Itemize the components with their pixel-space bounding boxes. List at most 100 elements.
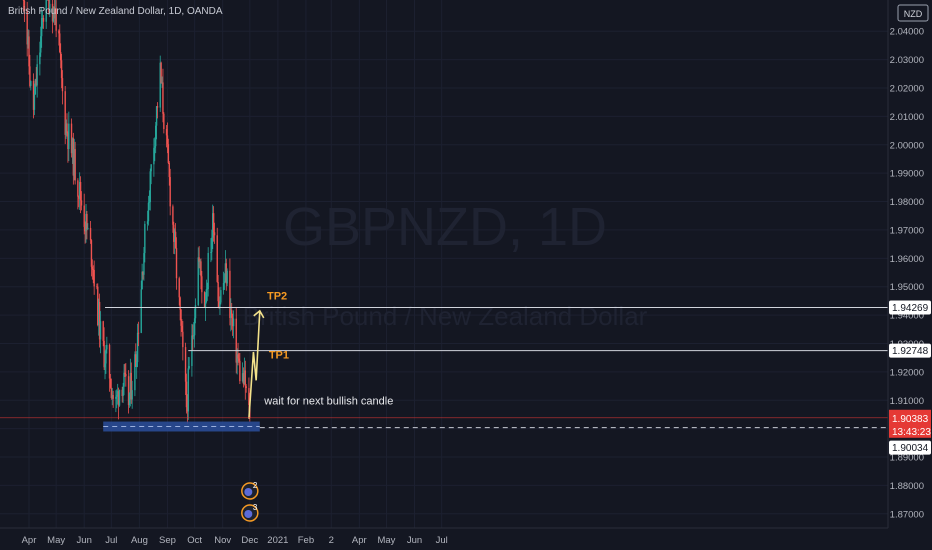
candle-body xyxy=(60,60,63,79)
candle-body xyxy=(97,286,99,326)
candle-body xyxy=(186,407,189,412)
candle-body xyxy=(198,257,200,262)
candle-body xyxy=(83,205,85,227)
candle-body xyxy=(36,64,38,86)
candle-body xyxy=(235,318,237,363)
tp1-label: TP1 xyxy=(269,350,289,362)
candle-body xyxy=(102,321,104,341)
candle-body xyxy=(104,363,106,368)
candle-body xyxy=(30,81,32,86)
time-axis[interactable]: Apr May Jun Jul Aug Sep Oct Nov Dec 2021 Feb 2 Apr Ma… xyxy=(22,535,448,546)
candle-body xyxy=(92,268,94,270)
last-price-label: 1.90383 xyxy=(892,414,929,425)
time-tick-label: Sep xyxy=(159,535,176,546)
time-tick-label: Jun xyxy=(407,535,422,546)
candle-body xyxy=(72,138,75,176)
candle-body xyxy=(232,318,235,327)
event-marker[interactable]: 3 xyxy=(241,503,259,522)
candle-body xyxy=(84,226,86,232)
arrow-head xyxy=(253,309,265,319)
price-tick-label: 2.03000 xyxy=(890,55,924,66)
candle-body xyxy=(245,386,247,389)
candle-body xyxy=(66,123,68,133)
candle-body xyxy=(146,221,149,224)
candle-body xyxy=(78,196,80,199)
event-count: 2 xyxy=(253,481,258,490)
candle-body xyxy=(149,171,151,203)
drawings[interactable]: TP2 TP1 wait for next bullish candle xyxy=(103,290,888,432)
candle-body xyxy=(166,135,169,145)
candle-body xyxy=(238,358,240,361)
candle-body xyxy=(54,8,56,19)
price-tick-label: 1.98000 xyxy=(890,197,924,208)
candle-body xyxy=(34,79,37,95)
candle-body xyxy=(59,51,62,61)
price-tick-label: 1.92000 xyxy=(890,367,924,378)
time-tick-label: Nov xyxy=(214,535,231,546)
candle-body xyxy=(128,392,131,406)
watermark-description: British Pound / New Zealand Dollar xyxy=(243,301,648,331)
event-marker[interactable]: 2 xyxy=(241,481,259,500)
candle-body xyxy=(97,301,100,326)
candle-body xyxy=(129,372,132,393)
candle-body xyxy=(118,389,121,406)
candle-body xyxy=(39,52,41,65)
candle-body xyxy=(117,391,120,406)
crosshair-price-tag: 1.90034 xyxy=(889,440,931,455)
support-zone[interactable] xyxy=(103,421,260,432)
time-tick-label: Jun xyxy=(77,535,92,546)
candle-body xyxy=(48,0,50,13)
candle-body xyxy=(180,309,182,326)
time-tick-label: Aug xyxy=(131,535,148,546)
candle-body xyxy=(144,223,146,254)
tp1-price-tag: 1.92748 xyxy=(889,343,931,358)
candle-body xyxy=(130,372,132,400)
candle-body xyxy=(248,388,250,405)
candle-body xyxy=(200,261,202,277)
candle-body xyxy=(175,248,178,279)
candle-body xyxy=(212,213,214,238)
price-tick-label: 1.89000 xyxy=(890,453,924,464)
candle-body xyxy=(244,370,246,387)
grid xyxy=(0,0,888,528)
symbol-watermark: GBPNZD, 1D British Pound / New Zealand D… xyxy=(243,197,648,331)
candle-body xyxy=(59,33,61,52)
candle-body xyxy=(98,301,101,340)
candle-body xyxy=(219,302,221,308)
candle-body xyxy=(147,202,150,222)
candle-body xyxy=(90,240,93,267)
events[interactable]: 23 xyxy=(241,481,259,522)
candle-body xyxy=(23,0,26,11)
candle-body xyxy=(201,276,203,293)
candle-body xyxy=(207,252,209,290)
candle-body xyxy=(53,6,56,19)
projection-arrow[interactable] xyxy=(248,310,261,419)
candle-body xyxy=(71,138,74,154)
candle-body xyxy=(33,94,36,110)
symbol-legend[interactable]: British Pound / New Zealand Dollar, 1D, … xyxy=(8,6,223,17)
candle-body xyxy=(210,251,212,253)
candle-body xyxy=(116,394,118,397)
candle-body xyxy=(111,395,113,398)
candle-body xyxy=(49,3,51,13)
currency-badge[interactable]: NZD xyxy=(897,4,929,22)
price-tick-label: 1.87000 xyxy=(890,509,924,520)
candle-body xyxy=(185,381,188,408)
candle-body xyxy=(91,266,94,269)
candle-body xyxy=(93,269,95,287)
candle-body xyxy=(182,331,184,348)
candle-body xyxy=(67,132,69,150)
price-tick-label: 1.97000 xyxy=(890,225,924,236)
candle-body xyxy=(161,82,163,84)
candle-body xyxy=(231,317,234,327)
candle-body xyxy=(165,129,168,136)
candle-body xyxy=(22,0,25,1)
candle-body xyxy=(55,8,57,31)
last-price-tag: 1.90383 13:43:23 xyxy=(889,409,931,438)
candle-body xyxy=(226,270,228,284)
note-label: wait for next bullish candle xyxy=(263,396,393,408)
candle-body xyxy=(40,36,42,53)
candle-body xyxy=(73,149,75,176)
